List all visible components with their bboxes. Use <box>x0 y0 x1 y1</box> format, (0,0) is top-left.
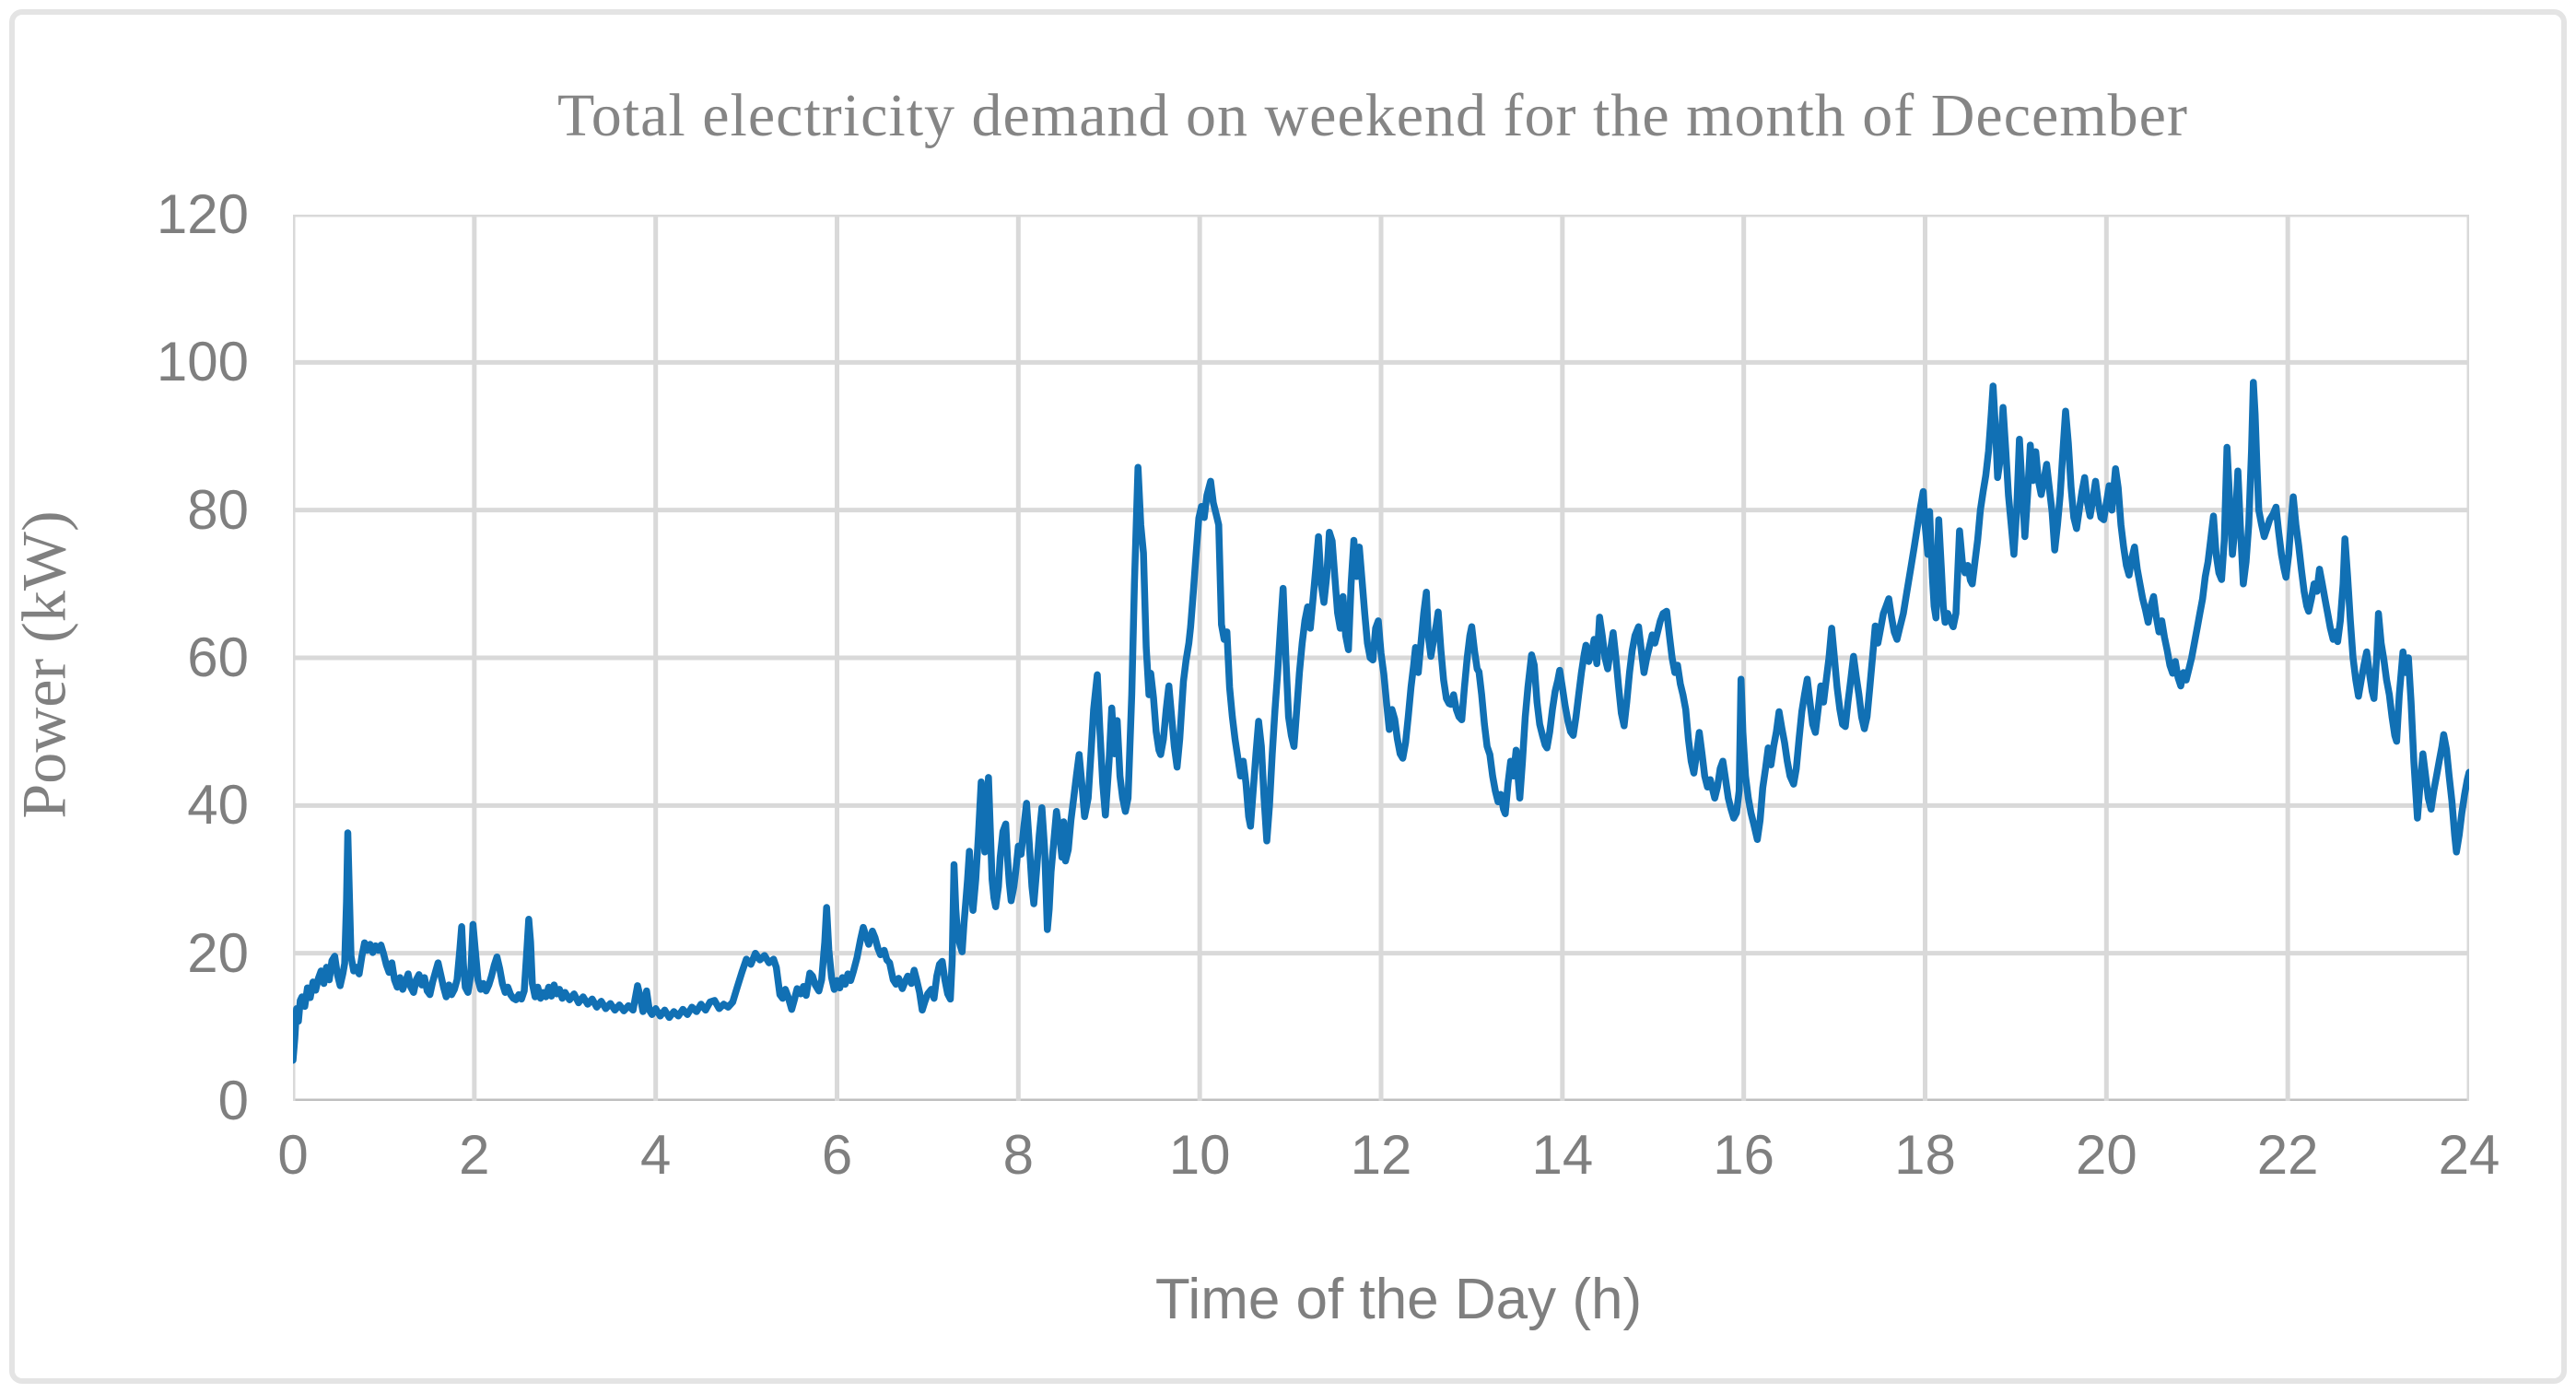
y-tick-label-20: 20 <box>187 921 249 984</box>
x-tick-label-16: 16 <box>1713 1124 1775 1186</box>
x-tick-label-12: 12 <box>1350 1124 1412 1186</box>
x-tick-label-2: 2 <box>459 1124 490 1186</box>
demand-line-series <box>293 379 2469 1064</box>
x-tick-label-0: 0 <box>277 1124 309 1186</box>
y-tick-label-120: 120 <box>156 183 249 245</box>
x-tick-label-24: 24 <box>2438 1124 2500 1186</box>
y-tick-label-0: 0 <box>217 1070 249 1131</box>
plot-area <box>293 215 2469 1101</box>
figure-border <box>9 9 2567 1384</box>
x-tick-label-22: 22 <box>2256 1124 2319 1186</box>
x-tick-label-18: 18 <box>1894 1124 1956 1186</box>
x-axis-title: Time of the Day (h) <box>1154 1268 1643 1331</box>
x-tick-label-8: 8 <box>1002 1124 1035 1186</box>
x-tick-label-20: 20 <box>2075 1124 2137 1186</box>
y-tick-label-60: 60 <box>187 626 249 688</box>
chart-title: Total electricity demand on weekend for … <box>557 82 2188 149</box>
x-tick-label-10: 10 <box>1168 1124 1231 1186</box>
y-tick-label-100: 100 <box>156 331 249 393</box>
x-tick-label-14: 14 <box>1531 1124 1594 1186</box>
y-tick-label-80: 80 <box>187 478 249 541</box>
x-tick-label-4: 4 <box>639 1124 672 1186</box>
y-tick-label-40: 40 <box>187 774 249 837</box>
x-tick-label-6: 6 <box>821 1124 853 1186</box>
